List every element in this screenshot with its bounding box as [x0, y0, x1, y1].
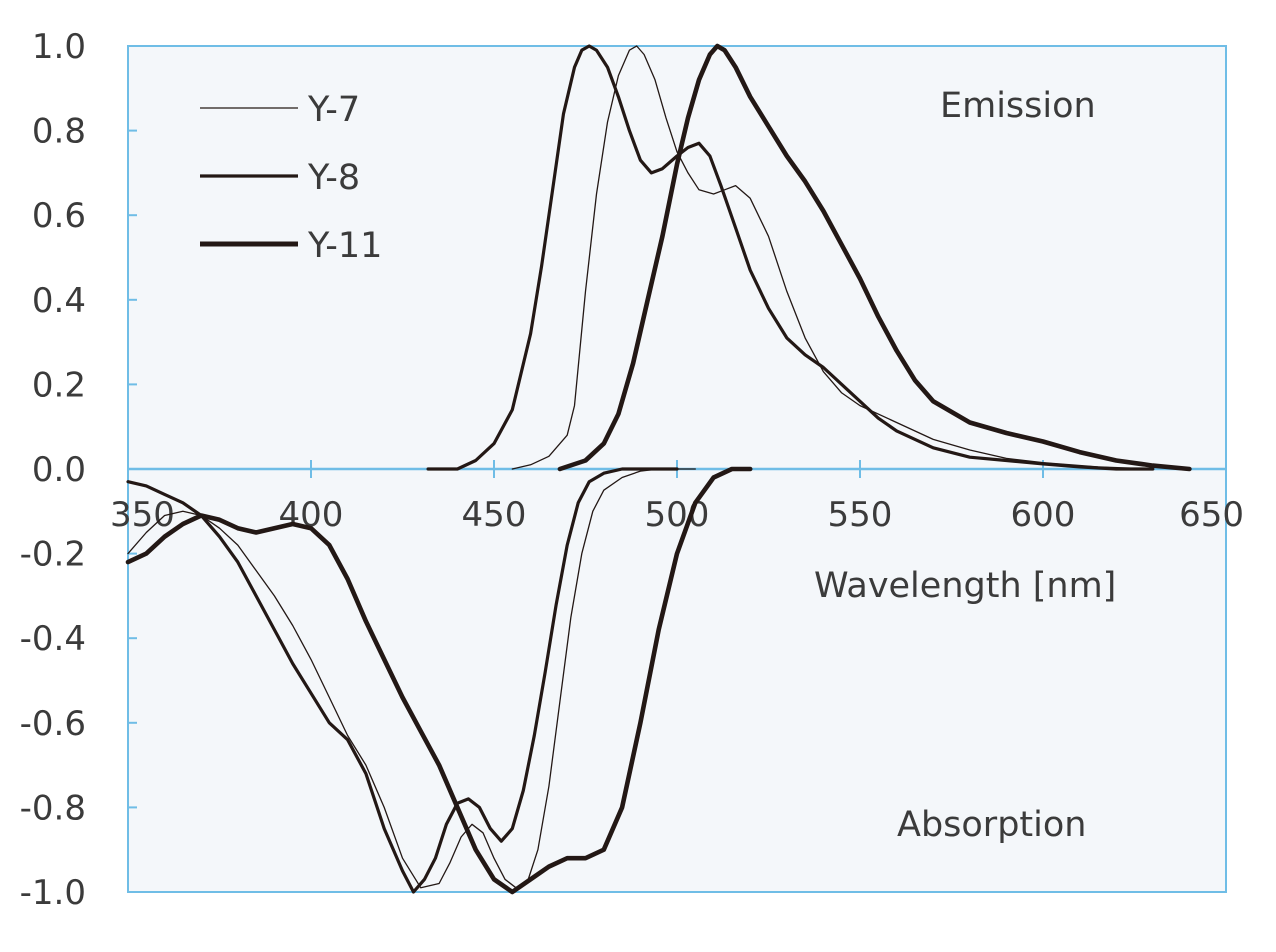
x-tick-label: 350	[110, 495, 175, 535]
series-lines	[125, 43, 1192, 895]
legend-label-y7: Y-7	[307, 90, 360, 130]
y-tick-label: 0.2	[32, 365, 86, 405]
x-tick-label: 500	[645, 495, 710, 535]
series-y7-emission-line	[511, 45, 1154, 470]
x-tick-label: 550	[828, 495, 893, 535]
absorption-label: Absorption	[897, 805, 1086, 845]
y-tick-label: 0.0	[32, 450, 86, 490]
y-tick-label: 0.6	[32, 196, 86, 236]
legend-label-y8: Y-8	[307, 158, 360, 198]
y-tick-label: -0.8	[20, 788, 86, 828]
y-tick-label: -0.6	[20, 704, 86, 744]
legend: Y-7 Y-8 Y-11	[200, 90, 382, 266]
y-tick-label: 0.8	[32, 112, 86, 152]
y-tick-label: -0.4	[20, 619, 86, 659]
y-tick-label: 1.0	[32, 27, 86, 67]
x-axis-labels: 350 400 450 500 550 600 650	[110, 495, 1244, 535]
x-tick-label: 450	[462, 495, 527, 535]
series-y11-absorption-line	[125, 466, 753, 895]
x-tick-label: 600	[1011, 495, 1076, 535]
series-y8-emission-line	[426, 44, 1155, 471]
y-axis-labels: 1.0 0.8 0.6 0.4 0.2 0.0 -0.2 -0.4 -0.6 -0.8 -1.0	[20, 27, 86, 913]
x-axis-title: Wavelength [nm]	[814, 566, 1116, 606]
series-y8-absorption-line	[126, 467, 679, 894]
legend-label-y11: Y-11	[307, 226, 382, 266]
series-y11-emission-line	[557, 43, 1192, 472]
emission-label: Emission	[940, 86, 1096, 126]
y-tick-label: -1.0	[20, 873, 86, 913]
y-tick-label: 0.4	[32, 281, 86, 321]
y-tick-label: -0.2	[20, 535, 86, 575]
series-y7-absorption-line	[127, 468, 696, 889]
x-tick-label: 650	[1179, 495, 1244, 535]
